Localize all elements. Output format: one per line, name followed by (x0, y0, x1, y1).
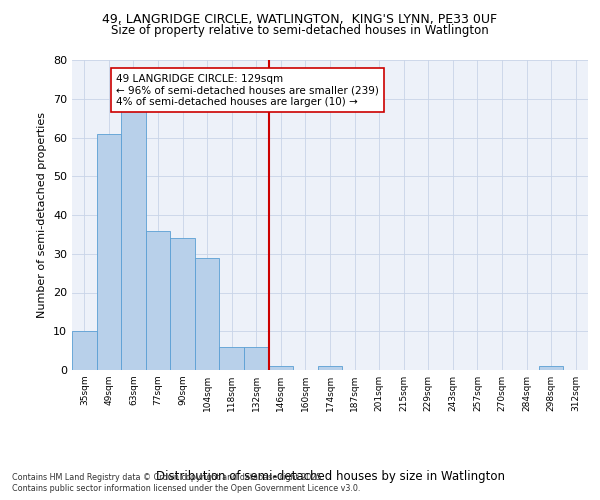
Bar (244, 347, 269, 370)
Bar (195, 258, 220, 370)
Bar (539, 366, 563, 370)
Text: 49 LANGRIDGE CIRCLE: 129sqm
← 96% of semi-detached houses are smaller (239)
4% o: 49 LANGRIDGE CIRCLE: 129sqm ← 96% of sem… (116, 74, 379, 107)
Bar (220, 347, 244, 370)
Y-axis label: Number of semi-detached properties: Number of semi-detached properties (37, 112, 47, 318)
Text: Contains public sector information licensed under the Open Government Licence v3: Contains public sector information licen… (12, 484, 361, 493)
Bar (97, 134, 121, 370)
Bar (121, 106, 146, 370)
Bar (72, 331, 97, 370)
Bar (269, 366, 293, 370)
X-axis label: Distribution of semi-detached houses by size in Watlington: Distribution of semi-detached houses by … (155, 470, 505, 482)
Text: Contains HM Land Registry data © Crown copyright and database right 2025.: Contains HM Land Registry data © Crown c… (12, 472, 324, 482)
Bar (318, 366, 342, 370)
Bar (146, 230, 170, 370)
Text: 49, LANGRIDGE CIRCLE, WATLINGTON,  KING'S LYNN, PE33 0UF: 49, LANGRIDGE CIRCLE, WATLINGTON, KING'S… (103, 12, 497, 26)
Bar (170, 238, 195, 370)
Text: Size of property relative to semi-detached houses in Watlington: Size of property relative to semi-detach… (111, 24, 489, 37)
